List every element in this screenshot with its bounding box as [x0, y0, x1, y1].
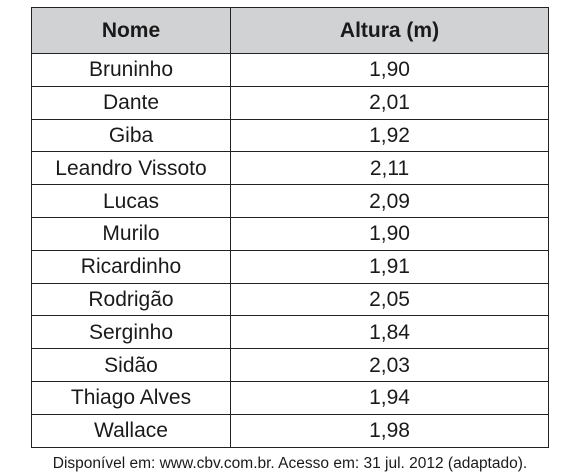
table-row: Rodrigão 2,05: [31, 282, 549, 317]
source-citation: Disponível em: www.cbv.com.br. Acesso em…: [52, 455, 528, 472]
cell-name: Bruninho: [31, 53, 231, 87]
cell-height: 1,84: [230, 315, 549, 350]
cell-height: 1,90: [230, 216, 549, 251]
cell-name: Lucas: [31, 184, 231, 218]
cell-height: 1,91: [230, 249, 549, 284]
cell-name: Leandro Vissoto: [31, 151, 231, 186]
table-row: Giba 1,92: [31, 118, 549, 153]
column-header-height: Altura (m): [230, 7, 549, 54]
table-row: Lucas 2,09: [31, 184, 549, 218]
cell-height: 2,05: [230, 282, 549, 317]
cell-name: Sidão: [31, 348, 231, 382]
cell-height: 1,90: [230, 53, 549, 87]
table-row: Thiago Alves 1,94: [31, 380, 549, 415]
cell-height: 1,98: [230, 413, 549, 448]
cell-height: 2,09: [230, 184, 549, 218]
table-row: Sidão 2,03: [31, 348, 549, 382]
column-header-name: Nome: [31, 7, 231, 54]
heights-table-container: Nome Altura (m) Bruninho 1,90 Dante 2,01…: [31, 7, 549, 448]
cell-name: Murilo: [31, 216, 231, 251]
table-body: Bruninho 1,90 Dante 2,01 Giba 1,92 Leand…: [31, 53, 549, 448]
table-header: Nome Altura (m): [31, 7, 549, 54]
cell-name: Dante: [31, 85, 231, 120]
cell-height: 1,94: [230, 380, 549, 415]
cell-name: Ricardinho: [31, 249, 231, 284]
table-row: Murilo 1,90: [31, 216, 549, 251]
cell-name: Serginho: [31, 315, 231, 350]
table-row: Leandro Vissoto 2,11: [31, 151, 549, 186]
header-row: Nome Altura (m): [31, 7, 549, 54]
table-row: Serginho 1,84: [31, 315, 549, 350]
cell-height: 1,92: [230, 118, 549, 153]
cell-name: Rodrigão: [31, 282, 231, 317]
table-row: Ricardinho 1,91: [31, 249, 549, 284]
heights-table: Nome Altura (m) Bruninho 1,90 Dante 2,01…: [31, 7, 549, 448]
table-row: Wallace 1,98: [31, 413, 549, 448]
cell-height: 2,11: [230, 151, 549, 186]
table-row: Dante 2,01: [31, 85, 549, 120]
cell-name: Wallace: [31, 413, 231, 448]
cell-name: Giba: [31, 118, 231, 153]
cell-name: Thiago Alves: [31, 380, 231, 415]
cell-height: 2,03: [230, 348, 549, 382]
cell-height: 2,01: [230, 85, 549, 120]
table-row: Bruninho 1,90: [31, 53, 549, 87]
